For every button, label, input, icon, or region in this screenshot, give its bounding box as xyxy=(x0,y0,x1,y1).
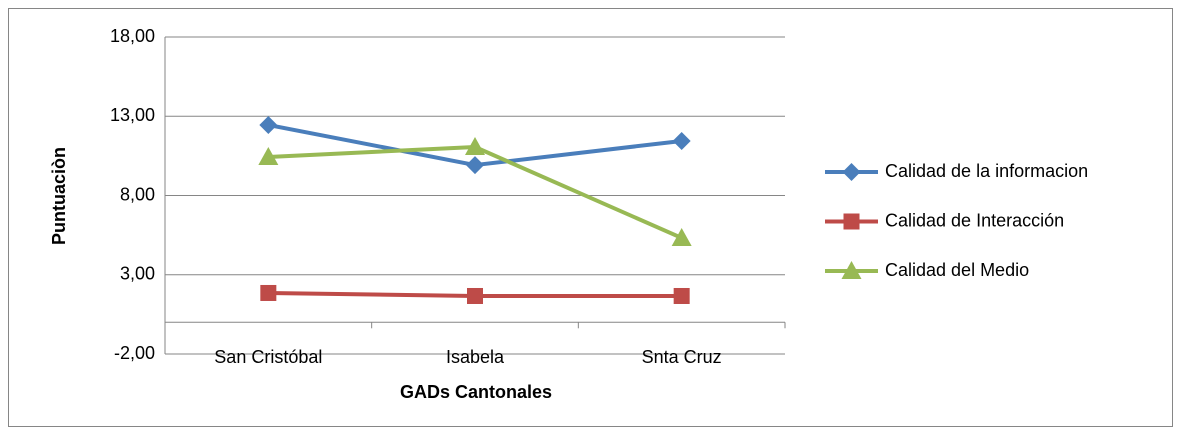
marker xyxy=(673,287,690,304)
marker xyxy=(672,131,691,150)
x-tick-label: Isabela xyxy=(446,347,505,367)
legend-marker xyxy=(843,213,860,230)
y-axis-title: Puntuaciòn xyxy=(49,147,69,245)
legend-label: Calidad de la informacion xyxy=(885,161,1088,181)
y-tick-label: -2,00 xyxy=(114,343,155,363)
legend-label: Calidad del Medio xyxy=(885,260,1029,280)
y-tick-label: 18,00 xyxy=(110,26,155,46)
x-tick-label: San Cristóbal xyxy=(214,347,322,367)
y-tick-label: 8,00 xyxy=(120,184,155,204)
marker xyxy=(467,287,483,304)
chart-border xyxy=(8,8,1173,427)
x-axis-title: GADs Cantonales xyxy=(400,382,552,402)
marker xyxy=(259,115,278,134)
marker xyxy=(671,227,692,246)
legend-label: Calidad de Interacción xyxy=(885,210,1064,230)
marker xyxy=(258,146,279,165)
marker xyxy=(466,156,484,175)
legend-marker xyxy=(842,163,861,181)
marker xyxy=(465,136,485,155)
y-tick-label: 13,00 xyxy=(110,105,155,125)
x-tick-label: Snta Cruz xyxy=(642,347,722,367)
y-tick-label: 3,00 xyxy=(120,264,155,284)
legend-marker xyxy=(841,261,862,279)
marker xyxy=(260,284,277,301)
